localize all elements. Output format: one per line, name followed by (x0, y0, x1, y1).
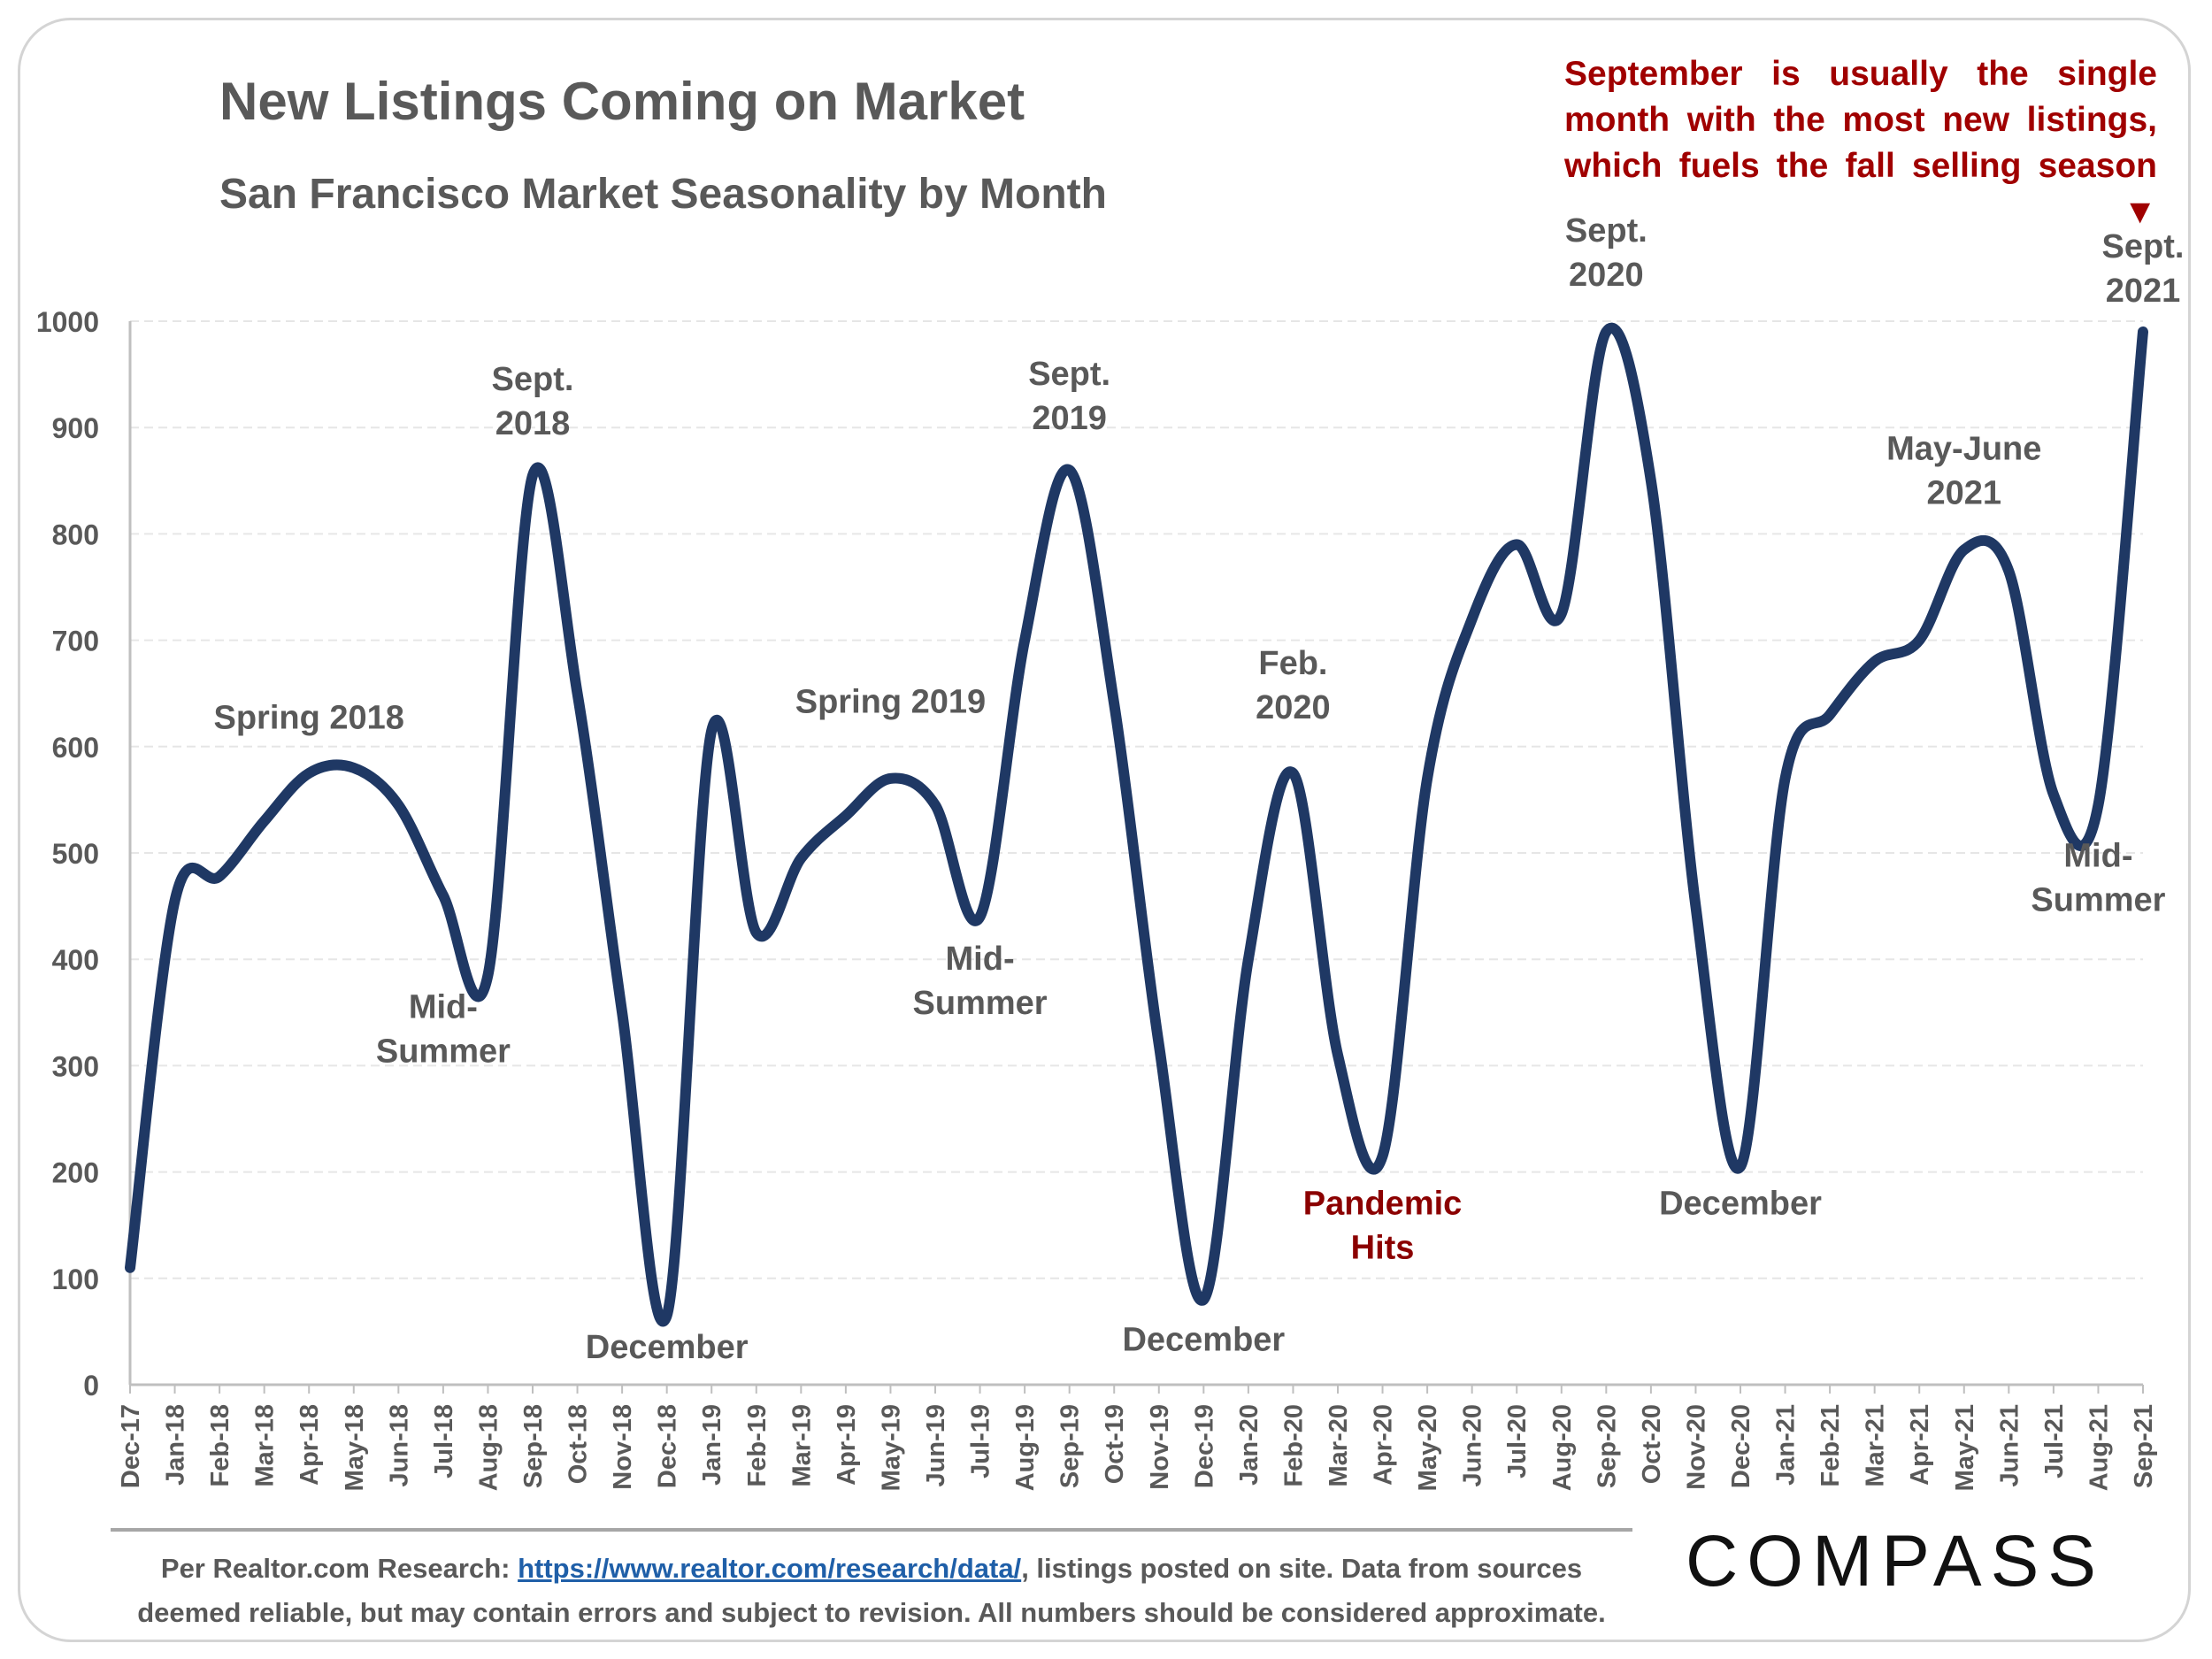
annotation-label: Mid-Summer (913, 941, 1048, 1022)
x-tick-label: Jan-18 (162, 1404, 190, 1486)
y-tick-label: 600 (52, 732, 99, 764)
y-tick-label: 900 (52, 412, 99, 444)
x-tick-label: Apr-18 (296, 1404, 324, 1486)
y-tick-label: 100 (52, 1263, 99, 1295)
x-tick-label: Sep-19 (1056, 1404, 1085, 1488)
x-tick-label: Mar-19 (787, 1404, 816, 1487)
x-tick-label: Apr-21 (1906, 1404, 1934, 1486)
x-tick-label: Dec-18 (654, 1404, 682, 1488)
y-tick-label: 200 (52, 1157, 99, 1189)
compass-logo: COMPASS (1686, 1521, 2105, 1601)
y-tick-label: 0 (83, 1370, 99, 1402)
annotation-label: Spring 2019 (795, 683, 986, 720)
x-tick-label: May-21 (1951, 1404, 1979, 1491)
x-tick-label: Feb-20 (1279, 1404, 1308, 1486)
annotation-label: December (1122, 1322, 1285, 1359)
x-tick-label: Sep-20 (1593, 1404, 1621, 1488)
x-tick-label: Aug-19 (1011, 1404, 1040, 1491)
x-tick-label: May-20 (1414, 1404, 1442, 1491)
annotation-label: Sept. 2021 (2102, 228, 2185, 310)
x-tick-label: Nov-18 (609, 1404, 637, 1490)
annotation-label: Mid-Summer (376, 988, 511, 1070)
x-tick-label: Sep-18 (519, 1404, 548, 1488)
x-tick-label: May-19 (877, 1404, 905, 1491)
x-tick-label: Jun-18 (385, 1404, 413, 1486)
x-tick-label: Nov-19 (1146, 1404, 1174, 1490)
x-tick-label: Aug-21 (2085, 1404, 2113, 1491)
x-tick-label: Dec-19 (1190, 1404, 1218, 1488)
x-tick-label: Dec-17 (117, 1404, 145, 1488)
x-tick-label: Jan-21 (1772, 1404, 1801, 1486)
footer-divider (111, 1528, 1632, 1532)
x-tick-label: Oct-20 (1638, 1404, 1666, 1484)
x-tick-label: Sep-21 (2130, 1404, 2158, 1488)
footer-suffix: , listings posted on site. Data from sou… (137, 1553, 1606, 1628)
annotation-label: December (1659, 1186, 1822, 1223)
annotation-label: Feb. 2020 (1256, 645, 1331, 726)
x-tick-label: Nov-20 (1682, 1404, 1710, 1490)
x-tick-label: Mar-18 (251, 1404, 280, 1487)
y-tick-label: 800 (52, 518, 99, 550)
annotation-label: May-June 2021 (1886, 430, 2041, 511)
x-tick-label: Mar-20 (1325, 1404, 1353, 1487)
september-callout: September is usually the single month wi… (1564, 55, 2157, 231)
x-tick-label: Jul-21 (2040, 1404, 2069, 1479)
x-tick-label: Feb-21 (1816, 1404, 1845, 1486)
x-tick-label: Oct-19 (1101, 1404, 1129, 1484)
x-tick-label: Dec-20 (1727, 1404, 1755, 1488)
x-tick-label: Mar-21 (1862, 1404, 1890, 1487)
annotation-label: Mid-Summer (2031, 838, 2165, 919)
x-tick-label: Apr-20 (1370, 1404, 1398, 1486)
chart-card (18, 18, 2191, 1642)
annotation-label: Sept. 2018 (492, 361, 574, 442)
series-line (125, 322, 2148, 1327)
x-tick-label: Jun-19 (922, 1404, 950, 1486)
x-tick-label: Jun-20 (1459, 1404, 1487, 1486)
y-tick-label: 300 (52, 1050, 99, 1082)
x-tick-label: May-18 (341, 1404, 369, 1491)
source-link[interactable]: https://www.realtor.com/research/data/ (518, 1553, 1022, 1584)
annotation-label: December (586, 1329, 749, 1366)
annotation-label: Sept. 2019 (1028, 356, 1110, 437)
footer-prefix: Per Realtor.com Research: (160, 1553, 511, 1584)
chart-subtitle: San Francisco Market Seasonality by Mont… (219, 171, 1107, 218)
x-tick-label: Feb-18 (206, 1404, 234, 1486)
x-tick-label: Feb-19 (743, 1404, 772, 1486)
x-tick-label: Jun-21 (1995, 1404, 2024, 1486)
annotation-label: Pandemic Hits (1303, 1186, 1463, 1267)
x-tick-label: Jan-20 (1235, 1404, 1263, 1486)
y-tick-label: 400 (52, 944, 99, 976)
x-tick-label: Aug-20 (1548, 1404, 1577, 1491)
x-tick-label: Jul-18 (430, 1404, 458, 1479)
x-tick-label: Jan-19 (698, 1404, 726, 1486)
y-tick-label: 700 (52, 626, 99, 657)
chart-title: New Listings Coming on Market (219, 72, 1025, 131)
x-tick-label: Jul-19 (967, 1404, 995, 1479)
annotation-label: Spring 2018 (214, 699, 404, 736)
y-tick-label: 1000 (36, 306, 99, 338)
x-tick-label: Apr-19 (833, 1404, 861, 1486)
annotation-label: Sept. 2020 (1565, 212, 1647, 294)
x-tick-label: Oct-18 (565, 1404, 593, 1484)
footer-source-note: Per Realtor.com Research: https://www.re… (111, 1547, 1632, 1635)
x-tick-label: Jul-20 (1503, 1404, 1532, 1479)
y-tick-label: 500 (52, 838, 99, 870)
x-tick-label: Aug-18 (474, 1404, 503, 1491)
